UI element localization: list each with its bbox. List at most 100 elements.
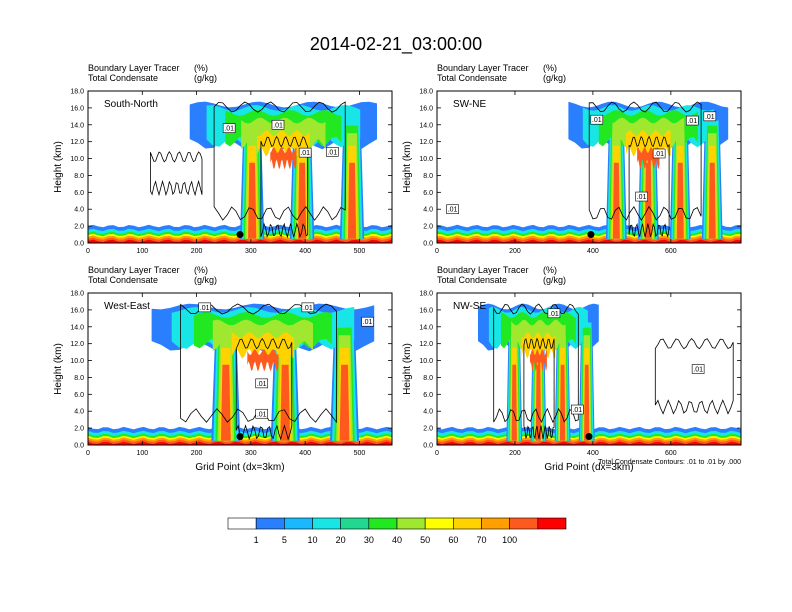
colorbar-swatch (537, 517, 567, 530)
colorbar-swatch (396, 517, 426, 530)
colorbar-swatch (227, 517, 257, 530)
y-tick-label: 6.0 (74, 392, 84, 399)
contour-label-box (635, 191, 648, 202)
convective-tower (676, 162, 684, 239)
anvil-layer (247, 349, 279, 372)
x-tick-label: 200 (191, 450, 203, 457)
tracer-field: .01 .01 .01 .01 (88, 101, 392, 243)
condensate-contours (588, 101, 702, 239)
site-marker (585, 433, 593, 441)
contour-line (493, 303, 579, 424)
panel-header-line: Boundary Layer Tracer (437, 265, 529, 275)
y-tick-label: 16.0 (70, 105, 84, 112)
contour-label: .01 (303, 305, 313, 312)
x-tick-label: 400 (299, 248, 311, 255)
convective-tower (511, 364, 517, 441)
contour-label-box (255, 408, 269, 419)
contour-label-box (685, 115, 699, 126)
contour-note: Total Condensate Contours: .01 to .01 by… (598, 459, 741, 466)
contour-label-box (301, 302, 315, 313)
colorbar-label: 10 (307, 535, 317, 545)
tracer-field: .01 .01 .01 .01 .01 .01 (437, 101, 741, 243)
site-marker (236, 231, 244, 239)
y-tick-label: 0.0 (74, 241, 84, 248)
colorbar-label: 60 (448, 535, 458, 545)
panel-header-line: Total Condensate (437, 73, 507, 83)
contour-line (235, 337, 293, 441)
colorbar-label: 30 (364, 535, 374, 545)
contour-line (523, 337, 555, 440)
colorbar-swatch (481, 517, 510, 530)
panels-group: .01 .01 .01 .01 0.0 2.0 4.0 6.0 8.0 10.0 12.0 14.0 1… (53, 63, 742, 473)
panel-header-units: (g/kg) (543, 73, 566, 83)
contour-label: .01 (363, 319, 373, 326)
contour-line (588, 101, 702, 221)
contour-label-box (703, 111, 717, 122)
contour-label: .01 (637, 194, 647, 201)
contour-label-box (298, 147, 312, 158)
colorbar-swatch (368, 517, 398, 530)
contour-label: .01 (200, 305, 210, 312)
contour-label: .01 (257, 411, 267, 418)
x-axis-label: Grid Point (dx=3km) (195, 462, 284, 473)
y-tick-label: 10.0 (419, 358, 433, 365)
colorbar: 1 5 10 20 30 40 50 60 70 100 (227, 517, 567, 545)
plot-frame (87, 292, 393, 446)
plot-frame (436, 90, 742, 244)
contour-label: .01 (327, 149, 337, 156)
contour-label: .01 (687, 118, 697, 125)
contour-label: .01 (549, 311, 559, 318)
boundary-layer-band (88, 239, 392, 243)
anvil-layer (637, 147, 660, 170)
y-tick-label: 6.0 (423, 392, 433, 399)
y-tick-label: 6.0 (74, 190, 84, 197)
panel-nw-se: .01 .01 .01 0.0 2.0 4.0 6.0 8.0 10.0 12.0 14.0 16.0… (402, 265, 742, 473)
x-tick-label: 300 (245, 248, 257, 255)
boundary-layer-band (88, 441, 392, 445)
contour-label: .01 (705, 114, 715, 121)
x-tick-label: 400 (587, 450, 599, 457)
plot-frame (87, 90, 393, 244)
contour-label-box (198, 302, 212, 313)
y-tick-label: 2.0 (423, 224, 433, 231)
boundary-layer-band (437, 239, 741, 243)
x-tick-label: 400 (299, 450, 311, 457)
contour-line (150, 151, 203, 197)
x-tick-label: 200 (509, 248, 521, 255)
panel-header-line: Boundary Layer Tracer (88, 63, 180, 73)
y-tick-label: 2.0 (74, 426, 84, 433)
y-tick-label: 12.0 (419, 341, 433, 348)
x-tick-label: 500 (354, 248, 366, 255)
contour-label: .01 (257, 381, 267, 388)
x-tick-label: 200 (191, 248, 203, 255)
anvil-layer (270, 147, 297, 170)
panel-sw-ne: .01 .01 .01 .01 .01 .01 0.0 2.0 4.0 6.0 8.0 10.0 12.… (402, 63, 742, 255)
contour-label-box (271, 119, 285, 130)
y-tick-label: 6.0 (423, 190, 433, 197)
convective-tower (248, 162, 257, 239)
x-tick-label: 0 (435, 450, 439, 457)
x-axis-label: Grid Point (dx=3km) (544, 462, 633, 473)
y-tick-label: 4.0 (423, 207, 433, 214)
condensate-contours (150, 101, 346, 239)
contour-line (180, 303, 337, 424)
colorbar-label: 70 (476, 535, 486, 545)
x-tick-label: 500 (354, 450, 366, 457)
panel-header-line: Total Condensate (437, 275, 507, 285)
panel-south-north: .01 .01 .01 .01 0.0 2.0 4.0 6.0 8.0 10.0 12.0 14.0 1… (53, 63, 393, 255)
anvil-layer (529, 349, 547, 372)
y-tick-label: 14.0 (419, 324, 433, 331)
condensate-contours (180, 303, 337, 441)
y-tick-label: 0.0 (74, 443, 84, 450)
y-tick-label: 18.0 (70, 89, 84, 96)
colorbar-swatch (509, 517, 539, 530)
y-tick-label: 12.0 (70, 341, 84, 348)
panel-header-units: (g/kg) (543, 275, 566, 285)
contour-note-layer: Total Condensate Contours: .01 to .01 by… (598, 459, 741, 466)
contour-label-box (446, 204, 459, 215)
colorbar-swatch (312, 517, 341, 530)
y-axis-label: Height (km) (402, 343, 413, 395)
y-tick-label: 14.0 (419, 122, 433, 129)
contour-line (213, 101, 346, 221)
